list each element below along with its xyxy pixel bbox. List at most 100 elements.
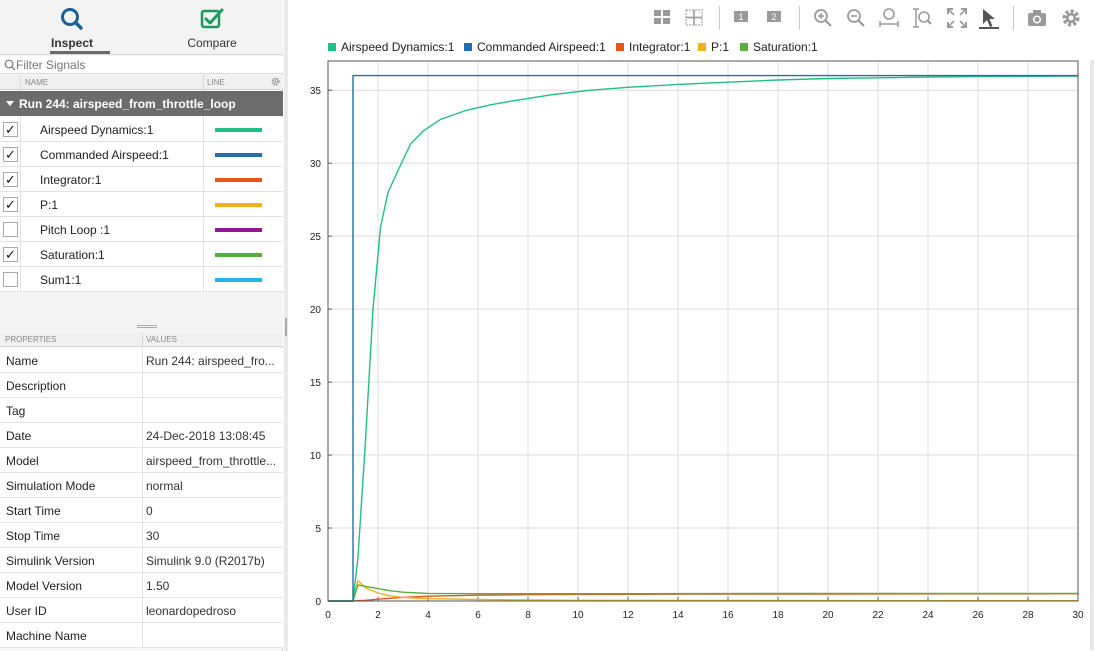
filter-search-icon xyxy=(4,59,16,71)
vertical-splitter[interactable] xyxy=(284,0,288,651)
property-key: Machine Name xyxy=(6,629,87,643)
signal-line-swatch[interactable] xyxy=(215,153,262,157)
legend-swatch xyxy=(698,43,706,51)
filter-signals-input[interactable] xyxy=(16,56,276,73)
values-column-header: VALUES xyxy=(146,335,177,344)
panel-splitter[interactable] xyxy=(0,293,283,331)
series-line[interactable] xyxy=(328,584,1078,602)
signal-line-swatch[interactable] xyxy=(215,253,262,257)
property-value[interactable]: leonardopedroso xyxy=(146,604,237,618)
right-edge-scrollbar[interactable] xyxy=(1090,60,1094,650)
signal-checkbox[interactable]: ✓ xyxy=(3,197,18,212)
legend-swatch xyxy=(740,43,748,51)
signal-line-swatch[interactable] xyxy=(215,178,262,182)
signal-name: Commanded Airspeed:1 xyxy=(40,148,169,162)
signal-checkbox[interactable]: ✓ xyxy=(3,247,18,262)
property-row: Start Time 0 xyxy=(0,498,283,523)
inspect-button[interactable]: Inspect xyxy=(2,0,142,55)
property-value[interactable]: 24-Dec-2018 13:08:45 xyxy=(146,429,266,443)
signal-line-swatch[interactable] xyxy=(215,128,262,132)
properties-column-header: PROPERTIES xyxy=(5,335,57,344)
signal-checkbox[interactable]: ✓ xyxy=(3,122,18,137)
subplot-grid-icon[interactable] xyxy=(684,7,706,29)
signal-row[interactable]: ✓ P:1 xyxy=(0,192,283,217)
property-key: Stop Time xyxy=(6,529,61,543)
signal-row[interactable]: ✓ Saturation:1 xyxy=(0,242,283,267)
signal-checkbox[interactable] xyxy=(3,272,18,287)
splitter-grip[interactable] xyxy=(137,325,157,328)
subplot-1-label: 1 xyxy=(738,12,743,22)
x-tick-label: 8 xyxy=(525,610,531,621)
property-key: Date xyxy=(6,429,32,443)
run-label: Run 244: airspeed_from_throttle_loop xyxy=(19,97,236,111)
legend-label: Airspeed Dynamics:1 xyxy=(341,40,455,54)
y-tick-label: 5 xyxy=(315,524,321,535)
signal-line-swatch[interactable] xyxy=(215,278,262,282)
fit-to-view-icon[interactable] xyxy=(946,7,968,29)
snapshot-camera-icon[interactable] xyxy=(1026,7,1048,29)
signal-name: Sum1:1 xyxy=(40,273,82,287)
signal-row[interactable]: ✓ Airspeed Dynamics:1 xyxy=(0,117,283,142)
property-row: Name Run 244: airspeed_fro... xyxy=(0,348,283,373)
legend-swatch xyxy=(616,43,624,51)
name-column-header[interactable]: NAME xyxy=(25,78,49,87)
signal-row[interactable]: ✓ Integrator:1 xyxy=(0,167,283,192)
zoom-in-icon[interactable] xyxy=(812,7,834,29)
layout-grid-icon[interactable] xyxy=(652,7,674,29)
active-tab-indicator xyxy=(50,51,110,54)
cursor-icon[interactable] xyxy=(978,7,1000,29)
property-value[interactable]: 0 xyxy=(146,504,153,518)
settings-gear-icon[interactable] xyxy=(1060,7,1082,29)
subplot-1-icon[interactable]: 1 xyxy=(731,7,753,29)
signal-name: Saturation:1 xyxy=(40,248,105,262)
expand-chevron-icon[interactable] xyxy=(6,101,14,106)
signal-checkbox[interactable]: ✓ xyxy=(3,147,18,162)
run-row[interactable]: Run 244: airspeed_from_throttle_loop xyxy=(0,91,283,116)
compare-label: Compare xyxy=(187,36,237,50)
y-tick-label: 20 xyxy=(310,305,322,316)
property-row: Simulation Mode normal xyxy=(0,473,283,498)
property-value[interactable]: Run 244: airspeed_fro... xyxy=(146,354,275,368)
series-line[interactable] xyxy=(328,75,1079,602)
signal-checkbox[interactable]: ✓ xyxy=(3,172,18,187)
zoom-x-icon[interactable] xyxy=(878,7,900,29)
y-tick-label: 15 xyxy=(310,378,322,389)
zoom-y-icon[interactable] xyxy=(912,7,934,29)
property-value[interactable]: Simulink 9.0 (R2017b) xyxy=(146,554,265,568)
x-tick-label: 24 xyxy=(922,610,934,621)
inspect-label: Inspect xyxy=(50,36,93,50)
legend-swatch xyxy=(328,43,336,51)
property-row: Model Version 1.50 xyxy=(0,573,283,598)
legend-swatch xyxy=(464,43,472,51)
x-tick-label: 4 xyxy=(425,610,431,621)
y-tick-label: 10 xyxy=(310,451,322,462)
compare-checkbox-icon xyxy=(200,8,224,29)
property-value[interactable]: 1.50 xyxy=(146,579,170,593)
zoom-out-icon[interactable] xyxy=(845,7,867,29)
property-row: Date 24-Dec-2018 13:08:45 xyxy=(0,423,283,448)
y-tick-label: 25 xyxy=(310,232,322,243)
subplot-2-icon[interactable]: 2 xyxy=(764,7,786,29)
signal-row[interactable]: Pitch Loop :1 xyxy=(0,217,283,242)
property-value[interactable]: airspeed_from_throttle... xyxy=(146,454,277,468)
property-key: Model Version xyxy=(6,579,83,593)
property-key: User ID xyxy=(6,604,47,618)
plot-toolbar: 1 2 xyxy=(288,0,1094,36)
x-tick-label: 10 xyxy=(572,610,584,621)
property-key: Model xyxy=(6,454,39,468)
signal-checkbox[interactable] xyxy=(3,222,18,237)
signal-plot[interactable]: 0 2 4 6 8 10 12 14 16 18 20 22 24 26 28 300510152025303… xyxy=(288,56,1094,651)
signal-row[interactable]: ✓ Commanded Airspeed:1 xyxy=(0,142,283,167)
property-row: Simulink Version Simulink 9.0 (R2017b) xyxy=(0,548,283,573)
property-key: Description xyxy=(6,379,67,393)
compare-button[interactable]: Compare xyxy=(142,0,282,55)
line-column-header[interactable]: LINE xyxy=(207,78,225,87)
properties-header: PROPERTIES VALUES xyxy=(0,332,283,347)
signal-line-swatch[interactable] xyxy=(215,203,262,207)
property-value[interactable]: normal xyxy=(146,479,183,493)
signal-line-swatch[interactable] xyxy=(215,228,262,232)
signal-row[interactable]: Sum1:1 xyxy=(0,267,283,292)
column-settings-gear-icon[interactable] xyxy=(270,76,281,87)
x-tick-label: 18 xyxy=(772,610,784,621)
property-value[interactable]: 30 xyxy=(146,529,160,543)
